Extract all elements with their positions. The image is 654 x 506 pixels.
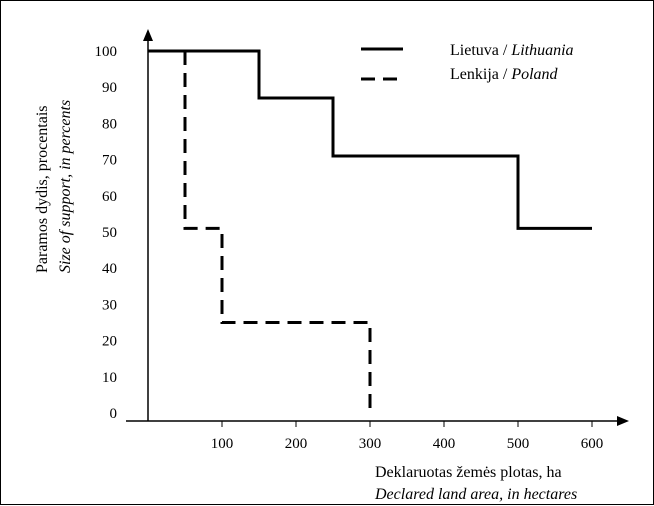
series-group [148,49,592,413]
x-tick-label: 300 [359,436,382,452]
y-tick-label: 60 [102,189,117,205]
y-axis-arrow [143,29,153,41]
y-tick-label: 80 [102,116,117,132]
y-tick-label: 20 [102,334,117,350]
y-tick-labels: 0 10 20 30 40 50 60 70 80 90 100 [95,44,118,422]
series-line-lithuania [148,49,592,230]
y-axis-label: Paramos dydis, procentais Size of suppor… [34,100,74,273]
x-axis-label: Deklaruotas žemės plotas, ha Declared la… [374,464,577,503]
x-tick-labels: 100 200 300 400 500 600 [211,421,604,452]
x-axis-label-line2: Declared land area, in hectares [374,486,577,503]
x-tick-label: 100 [211,436,234,452]
y-axis-label-line2: Size of support, in percents [57,100,74,273]
x-tick-label: 500 [507,436,530,452]
legend-label-poland: Lenkija / Poland [450,66,559,83]
x-tick-label: 200 [285,436,308,452]
y-tick-label: 90 [102,80,117,96]
x-axis-label-line1: Deklaruotas žemės plotas, ha [375,464,562,481]
y-tick-label: 100 [95,44,118,60]
legend: Lietuva / Lithuania Lenkija / Poland [361,42,574,83]
series-line-poland [183,51,372,413]
x-tick-label: 600 [581,436,604,452]
x-axis-arrow [617,416,629,426]
y-tick-label: 50 [102,225,117,241]
x-tick-label: 400 [433,436,456,452]
y-tick-label: 30 [102,297,117,313]
y-tick-label: 0 [110,406,118,422]
y-tick-label: 70 [102,153,117,169]
y-tick-label: 10 [102,370,117,386]
y-tick-label: 40 [102,261,117,277]
legend-label-lithuania: Lietuva / Lithuania [450,42,574,59]
y-axis-label-line1: Paramos dydis, procentais [34,105,51,273]
